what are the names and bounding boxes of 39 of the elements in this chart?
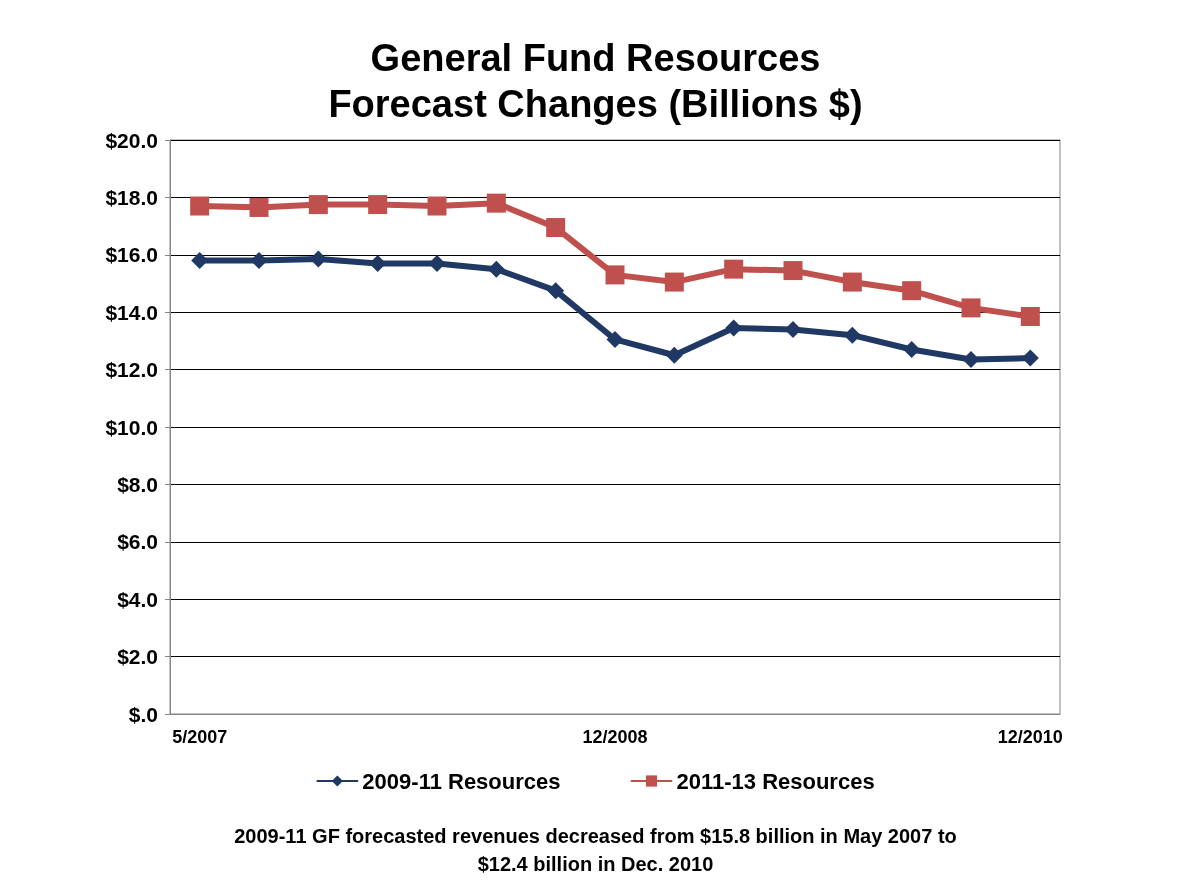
point — [308, 195, 328, 215]
point — [249, 197, 269, 217]
y-tick-label: $6.0 — [117, 530, 158, 554]
point — [724, 259, 744, 279]
text: 2009-11 GF forecasted revenues decreased from $15.8 billion in May 2007 to $12.4 billion in Dec. 2010 — [234, 825, 957, 875]
y-tick-label: $2.0 — [117, 645, 158, 669]
y-tick-label: $10.0 — [105, 415, 158, 439]
point — [606, 330, 624, 348]
point — [665, 346, 683, 364]
point — [842, 272, 862, 292]
x-tick-label: 12/2008 — [582, 727, 648, 747]
x-tick-label: 5/2007 — [172, 727, 228, 747]
point — [190, 196, 210, 216]
legend-label: 2011-13 Resources — [676, 768, 875, 794]
point — [664, 272, 684, 292]
y-tick-label: $.0 — [128, 702, 158, 726]
y-tick-label: $12.0 — [105, 358, 158, 382]
point — [961, 298, 981, 318]
point — [487, 260, 505, 278]
legend-label: 2009-11 Resources — [362, 768, 561, 794]
y-tick-label: $16.0 — [105, 243, 158, 267]
y-tick-label: $20.0 — [105, 128, 158, 152]
point — [902, 281, 922, 301]
point — [1020, 307, 1040, 327]
y-tick-label: $4.0 — [117, 587, 158, 611]
y-tick-label: $8.0 — [117, 472, 158, 496]
point — [546, 218, 566, 238]
point — [605, 265, 625, 285]
point — [486, 193, 506, 213]
point — [547, 282, 565, 300]
point — [843, 326, 861, 344]
point — [783, 261, 803, 281]
point — [903, 341, 921, 359]
x-tick-label: 12/2010 — [997, 727, 1063, 747]
chart-title: General Fund Resources Forecast Changes (Billions $) — [328, 37, 863, 125]
point — [427, 196, 447, 216]
y-tick-label: $14.0 — [105, 300, 158, 324]
point — [368, 195, 388, 215]
y-tick-label: $18.0 — [105, 185, 158, 209]
